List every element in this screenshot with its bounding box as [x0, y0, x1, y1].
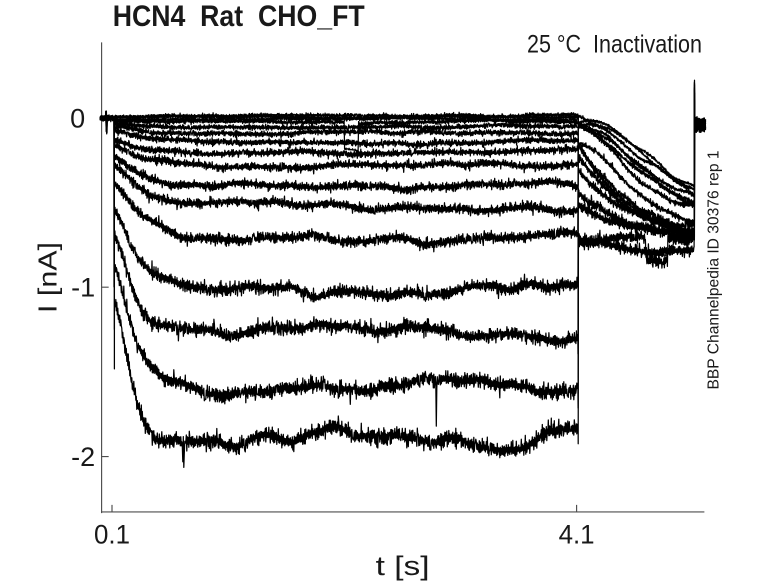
svg-text:0.1: 0.1 — [94, 519, 130, 549]
svg-text:t [s]: t [s] — [376, 551, 430, 581]
svg-text:BBP Channelpedia ID 30376 rep: BBP Channelpedia ID 30376 rep 1 — [705, 150, 722, 389]
svg-text:0: 0 — [70, 103, 85, 133]
svg-text:-1: -1 — [71, 273, 95, 303]
svg-text:4.1: 4.1 — [559, 519, 595, 549]
svg-text:HCN4 Rat CHO_FT: HCN4 Rat CHO_FT — [113, 0, 365, 33]
svg-text:25 °C Inactivation: 25 °C Inactivation — [527, 31, 702, 59]
svg-text:I [nA]: I [nA] — [33, 242, 63, 313]
svg-text:-2: -2 — [71, 442, 95, 472]
